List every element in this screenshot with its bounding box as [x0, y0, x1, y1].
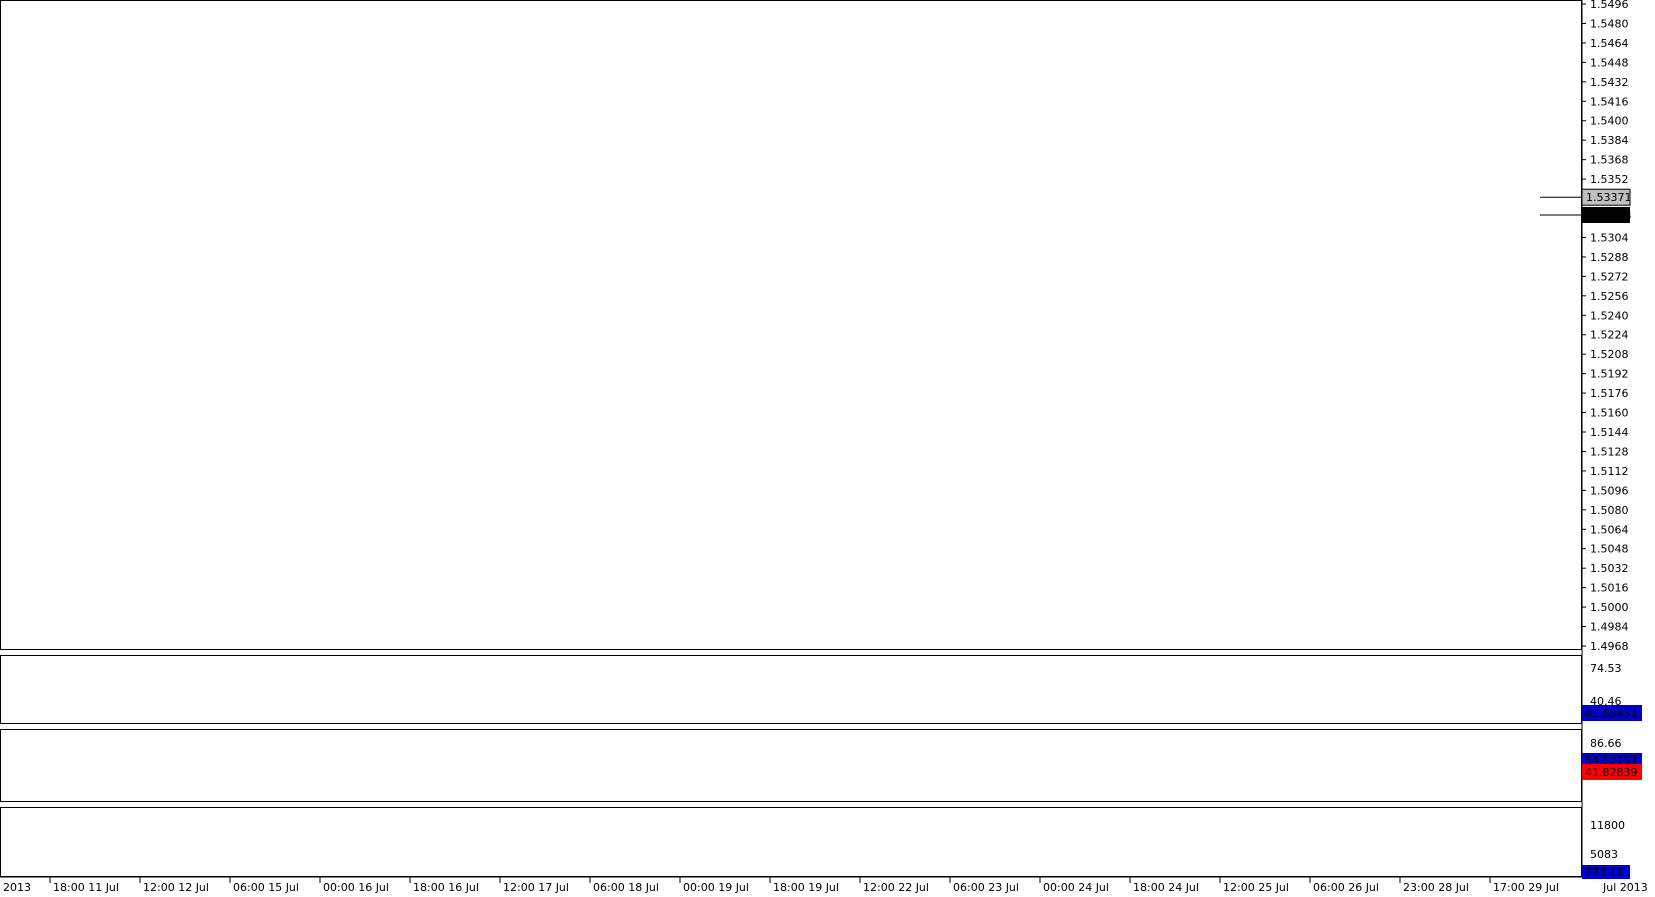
y-tick-label: 1.5160: [1590, 407, 1629, 420]
volume-y-tick: 5083: [1590, 848, 1618, 861]
y-tick-label: 1.5064: [1590, 523, 1629, 536]
price-label-upper: 1.53371: [1586, 191, 1632, 204]
volume-current-box: [1582, 865, 1630, 879]
y-tick-label: 1.5256: [1590, 290, 1629, 303]
x-tick-label: 18:00 11 Jul: [53, 881, 119, 894]
y-tick-label: 1.5240: [1590, 309, 1629, 322]
x-tick-label: 2013: [3, 881, 31, 894]
rsi-y-tick: 40.46: [1590, 695, 1622, 708]
stoch-k-value: 54.52157: [1585, 754, 1638, 767]
y-tick-label: 1.5176: [1590, 387, 1629, 400]
y-tick-label: 1.5384: [1590, 134, 1629, 147]
y-tick-label: 1.5032: [1590, 562, 1629, 575]
y-tick-label: 1.5496: [1590, 0, 1629, 11]
rsi-current-box: [1582, 705, 1642, 721]
y-tick-label: 1.5112: [1590, 465, 1629, 478]
stoch-k-box: [1582, 753, 1642, 767]
y-tick-label: 1.5016: [1590, 582, 1629, 595]
y-tick-label: 1.5448: [1590, 56, 1629, 69]
x-tick-label: 18:00 19 Jul: [773, 881, 839, 894]
x-tick-label: Jul 2013: [1602, 881, 1648, 894]
y-tick-label: 1.5288: [1590, 251, 1629, 264]
y-tick-label: 1.5128: [1590, 445, 1629, 458]
rsi-current-value: 41.65451: [1585, 707, 1638, 720]
x-tick-label: 18:00 16 Jul: [413, 881, 479, 894]
x-tick-label: 12:00 25 Jul: [1223, 881, 1289, 894]
y-tick-label: 1.5080: [1590, 504, 1629, 517]
y-tick-label: 1.5352: [1590, 173, 1629, 186]
volume-current-value: 773.11: [1585, 866, 1624, 879]
y-tick-label: 1.5432: [1590, 76, 1629, 89]
x-tick-label: 23:00 28 Jul: [1403, 881, 1469, 894]
x-tick-label: 06:00 15 Jul: [233, 881, 299, 894]
y-tick-label: 1.5192: [1590, 368, 1629, 381]
x-tick-label: 06:00 26 Jul: [1313, 881, 1379, 894]
x-tick-label: 17:00 29 Jul: [1493, 881, 1559, 894]
y-tick-label: 1.5144: [1590, 426, 1629, 439]
rsi-y-tick: 74.53: [1590, 662, 1622, 675]
x-tick-label: 06:00 23 Jul: [953, 881, 1019, 894]
x-tick-label: 12:00 17 Jul: [503, 881, 569, 894]
price-label-lower: 1.53233: [1586, 209, 1632, 222]
y-tick-label: 1.5224: [1590, 329, 1629, 342]
y-tick-label: 1.5416: [1590, 95, 1629, 108]
x-tick-label: 00:00 19 Jul: [683, 881, 749, 894]
y-tick-label: 1.5368: [1590, 154, 1629, 167]
stoch-y-tick: 86.66: [1590, 737, 1622, 750]
y-tick-label: 1.4968: [1590, 640, 1629, 653]
y-tick-label: 1.5096: [1590, 484, 1629, 497]
x-tick-label: 12:00 22 Jul: [863, 881, 929, 894]
x-tick-label: 18:00 24 Jul: [1133, 881, 1199, 894]
stoch-current-value: 41.82839: [1585, 766, 1638, 779]
x-tick-label: 06:00 18 Jul: [593, 881, 659, 894]
y-tick-label: 1.5000: [1590, 601, 1629, 614]
y-tick-label: 1.5464: [1590, 37, 1629, 50]
y-tick-label: 1.4984: [1590, 621, 1629, 634]
price-label-upper-box: [1581, 188, 1631, 206]
y-tick-label: 1.5048: [1590, 543, 1629, 556]
stoch-current-box: [1582, 764, 1642, 780]
y-tick-label: 1.5400: [1590, 115, 1629, 128]
y-tick-label: 1.5480: [1590, 17, 1629, 30]
y-tick-label: 1.5272: [1590, 270, 1629, 283]
x-tick-label: 12:00 12 Jul: [143, 881, 209, 894]
x-tick-label: 00:00 24 Jul: [1043, 881, 1109, 894]
price-label-lower-box: [1582, 206, 1630, 223]
x-tick-label: 00:00 16 Jul: [323, 881, 389, 894]
volume-y-tick: 11800: [1590, 819, 1625, 832]
y-tick-label: 1.5208: [1590, 348, 1629, 361]
y-tick-label: 1.5304: [1590, 231, 1629, 244]
